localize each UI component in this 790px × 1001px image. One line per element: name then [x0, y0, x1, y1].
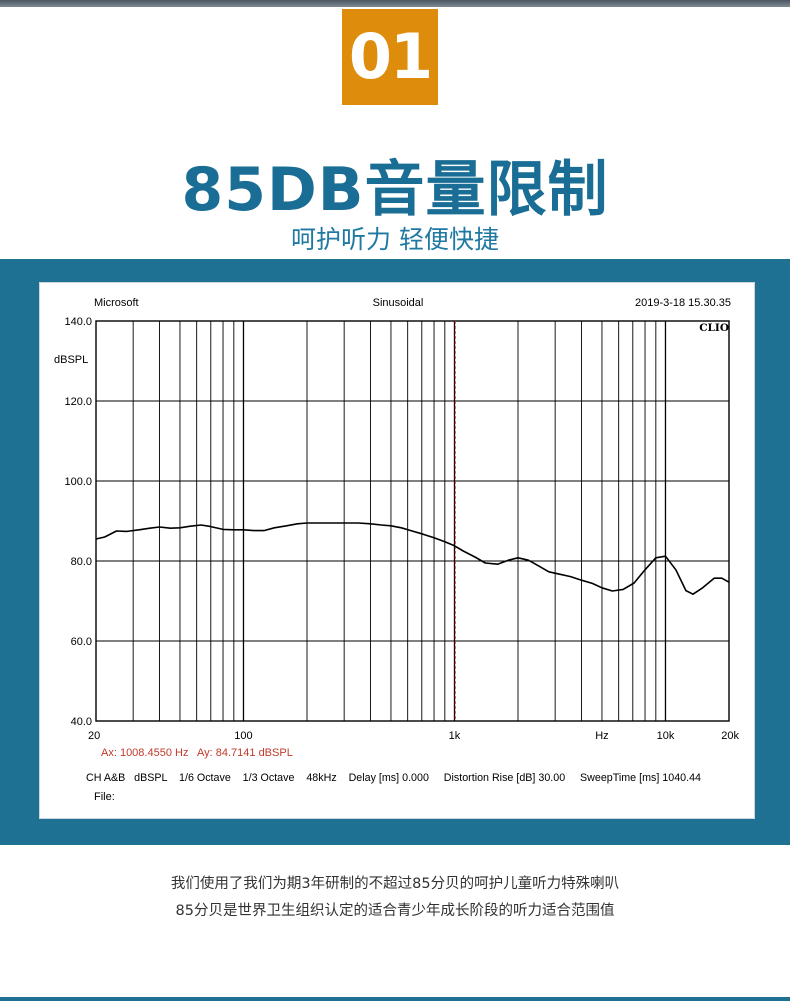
y-tick-label: 140.0 — [64, 316, 92, 328]
chart-header-right: 2019-3-18 15.30.35 — [635, 297, 731, 309]
measurement-panel: 140.0 120.0 100.0 80.0 60.0 40.0 dBSPL 20 100 1k H… — [39, 282, 755, 819]
x-tick-label: 1k — [449, 730, 461, 742]
page-headline: 85DB音量限制 — [181, 155, 609, 225]
frequency-response-chart: 140.0 120.0 100.0 80.0 60.0 40.0 dBSPL 20 100 1k H… — [54, 297, 739, 803]
chart-header-center: Sinusoidal — [373, 297, 424, 309]
bottom-divider-bar — [0, 997, 790, 1001]
measurement-settings-line: CH A&B dBSPL 1/6 Octave 1/3 Octave 48kHz… — [86, 772, 701, 784]
y-axis-label: dBSPL — [54, 354, 88, 366]
page-subheadline: 呵护听力 轻便快捷 — [291, 225, 499, 254]
top-divider-bar — [0, 0, 790, 7]
y-tick-label: 60.0 — [71, 636, 92, 648]
text-layer: 140.0 120.0 100.0 80.0 60.0 40.0 dBSPL 20 100 1k H… — [54, 297, 739, 803]
y-tick-label: 80.0 — [71, 556, 92, 568]
clio-brand-mark: CLIO — [699, 322, 729, 334]
axis-layer — [95, 320, 730, 722]
x-tick-label: 10k — [657, 730, 675, 742]
file-label: File: — [94, 791, 115, 803]
x-tick-label: Hz — [595, 730, 608, 742]
frequency-response-curve — [95, 522, 730, 595]
chart-header-left: Microsoft — [94, 297, 139, 309]
x-tick-label: 100 — [234, 730, 252, 742]
x-tick-label: 20 — [88, 730, 100, 742]
y-tick-label: 100.0 — [64, 476, 92, 488]
curve-layer — [95, 522, 730, 595]
y-tick-label: 120.0 — [64, 396, 92, 408]
grid-layer — [95, 320, 730, 722]
plot-frame — [95, 320, 730, 722]
description-line-2: 85分贝是世界卫生组织认定的适合青少年成长阶段的听力适合范围值 — [175, 903, 615, 919]
y-tick-label: 40.0 — [71, 716, 92, 728]
x-tick-label: 20k — [721, 730, 739, 742]
cursor-readout-y: Ay: 84.7141 dBSPL — [197, 747, 293, 759]
section-number-badge: 01 — [342, 9, 438, 105]
cursor-readout-x: Ax: 1008.4550 Hz — [101, 747, 188, 759]
description-line-1: 我们使用了我们为期3年研制的不超过85分贝的呵护儿童听力特殊喇叭 — [170, 876, 620, 892]
